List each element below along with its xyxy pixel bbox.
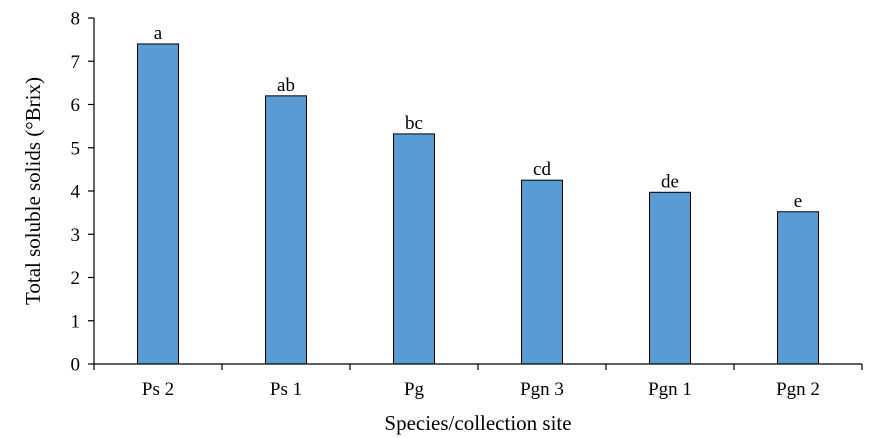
y-tick-label: 0 bbox=[71, 355, 81, 376]
data-label: cd bbox=[533, 159, 551, 180]
x-category-label: Pgn 2 bbox=[776, 379, 820, 400]
y-tick-label: 8 bbox=[71, 9, 81, 30]
y-tick-label: 1 bbox=[71, 311, 81, 332]
x-axis-title: Species/collection site bbox=[384, 411, 571, 435]
x-category-label: Ps 1 bbox=[270, 379, 302, 400]
bar-pgn-2 bbox=[778, 212, 819, 364]
x-category-label: Pgn 3 bbox=[520, 379, 564, 400]
data-label: de bbox=[661, 171, 679, 192]
y-tick-label: 4 bbox=[71, 182, 81, 203]
y-tick-label: 7 bbox=[71, 52, 81, 73]
data-label: ab bbox=[277, 75, 295, 96]
y-tick-label: 2 bbox=[71, 268, 81, 289]
data-labels-group: a ab bc cd de e bbox=[154, 23, 802, 212]
bar-pgn-3 bbox=[522, 180, 563, 364]
bars-group bbox=[138, 44, 819, 364]
x-axis-ticks: Ps 2 Ps 1 Pg Pgn 3 Pgn 1 Pgn 2 bbox=[94, 364, 862, 400]
data-label: e bbox=[794, 191, 802, 212]
y-axis-title: Total soluble solids (°Brix) bbox=[21, 77, 45, 305]
data-label: bc bbox=[405, 113, 423, 134]
x-category-label: Pgn 1 bbox=[648, 379, 692, 400]
y-tick-label: 5 bbox=[71, 138, 81, 159]
x-category-label: Ps 2 bbox=[142, 379, 174, 400]
y-tick-label: 3 bbox=[71, 225, 81, 246]
y-tick-label: 6 bbox=[71, 95, 81, 116]
bar-pg bbox=[394, 134, 435, 364]
bar-chart: 0 1 2 3 4 5 6 7 8 a ab bc cd de e Ps 2 Ps 1 Pg Pgn 3 Pgn … bbox=[0, 0, 890, 438]
bar-pgn-1 bbox=[650, 192, 691, 364]
bar-ps-2 bbox=[138, 44, 179, 364]
bar-ps-1 bbox=[266, 96, 307, 364]
x-category-label: Pg bbox=[404, 379, 425, 400]
data-label: a bbox=[154, 23, 163, 44]
y-axis-ticks: 0 1 2 3 4 5 6 7 8 bbox=[71, 9, 95, 376]
